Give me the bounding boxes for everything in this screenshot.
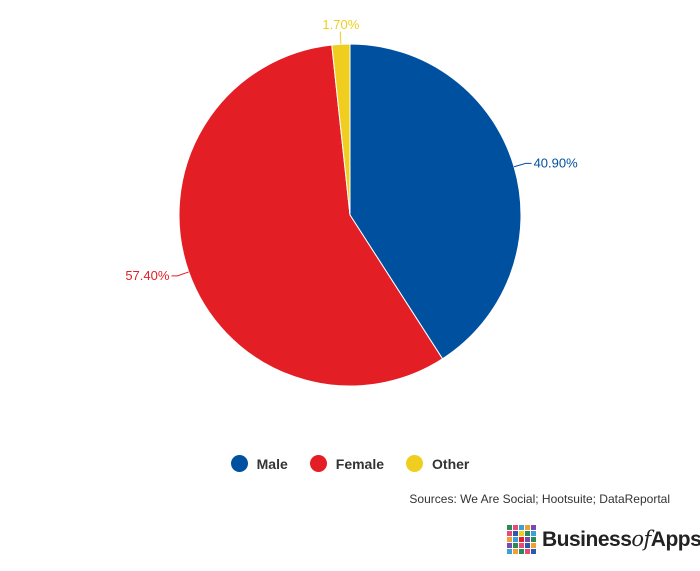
logo-text: BusinessofApps (542, 527, 700, 551)
leader-line-other (339, 31, 342, 45)
leader-line-male (513, 162, 532, 168)
legend-label-male: Male (256, 455, 288, 472)
legend-marker-other (406, 455, 424, 472)
legend-item-female[interactable]: Female (309, 455, 385, 472)
data-label-other: 1.70% (322, 17, 359, 32)
logo-mark-icon (507, 525, 536, 554)
pie-slice-male[interactable] (349, 43, 522, 360)
leader-line-female (171, 271, 189, 277)
businessofapps-logo: BusinessofApps (507, 525, 700, 554)
legend-label-other: Other (432, 455, 470, 472)
pie-slice-female[interactable] (178, 44, 444, 387)
source-note: Sources: We Are Social; Hootsuite; DataR… (409, 492, 670, 506)
chart-legend: Male Female Other (0, 455, 700, 472)
legend-marker-female (309, 455, 327, 472)
data-label-female: 57.40% (125, 268, 170, 283)
pie-slice-other[interactable] (331, 43, 351, 216)
legend-item-male[interactable]: Male (230, 455, 288, 472)
pie-chart: 40.90% 57.40% 1.70% (125, 17, 579, 387)
data-label-male: 40.90% (534, 155, 579, 170)
legend-label-female: Female (335, 455, 385, 472)
legend-item-other[interactable]: Other (406, 455, 469, 472)
legend-marker-male (230, 455, 248, 472)
